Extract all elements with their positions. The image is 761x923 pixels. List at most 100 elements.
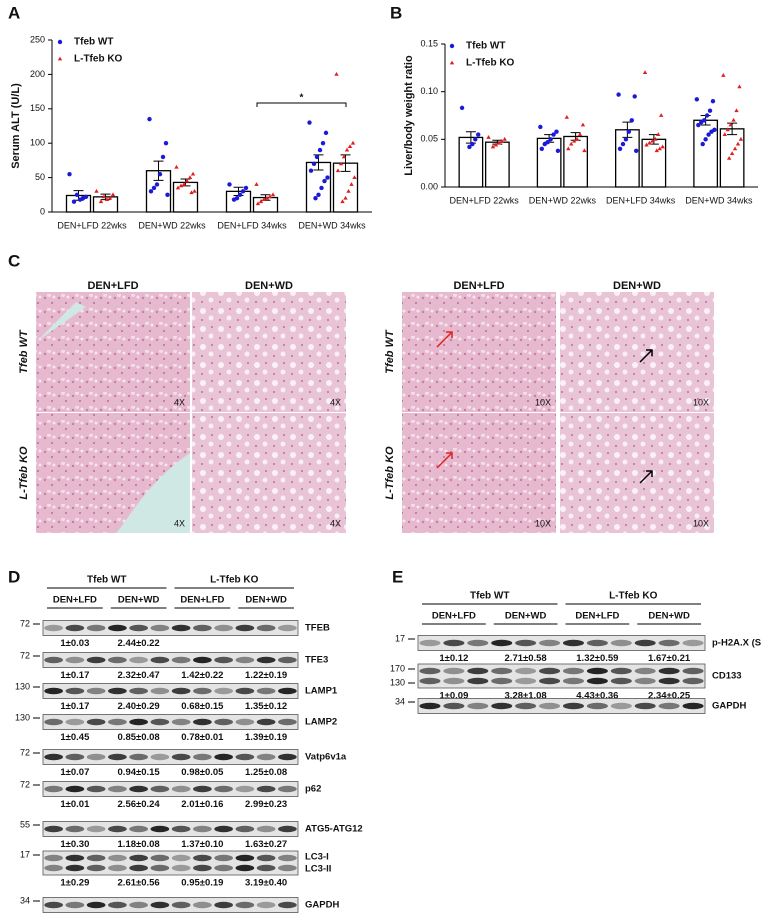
band <box>256 785 276 793</box>
band <box>419 677 441 685</box>
data-point <box>107 195 113 200</box>
band <box>443 702 465 710</box>
y-tick-label: 100 <box>30 138 45 148</box>
band <box>129 656 148 664</box>
blot-strip <box>42 714 299 730</box>
data-point <box>181 182 187 186</box>
data-point <box>700 141 705 147</box>
blot-strip <box>417 698 706 714</box>
band <box>539 639 561 647</box>
band <box>171 687 191 695</box>
data-point <box>341 154 347 159</box>
band <box>108 656 127 664</box>
magnification: 4X <box>330 518 341 528</box>
data-point <box>660 144 665 149</box>
column-label: DEN+WD <box>613 280 661 292</box>
band <box>634 667 656 675</box>
bar <box>172 181 199 213</box>
band <box>108 785 127 793</box>
group-label: Tfeb WT <box>470 591 509 602</box>
quantification: 2.71±0.58 <box>505 653 547 664</box>
protein-label: LAMP2 <box>305 717 337 728</box>
y-axis-label: Serum ALT (U/L) <box>10 83 22 169</box>
data-point <box>473 137 478 142</box>
data-point <box>707 108 713 113</box>
data-point <box>190 171 196 176</box>
row-label: L-Tfeb KO <box>384 446 396 500</box>
data-point <box>539 146 545 152</box>
y-tick-label: 0.00 <box>420 181 438 191</box>
data-point <box>623 137 629 142</box>
data-point <box>574 136 580 141</box>
quantification: 0.98±0.05 <box>181 767 224 778</box>
quantification: 0.94±0.15 <box>118 767 161 778</box>
error-bar <box>153 160 164 181</box>
blot-strip <box>42 850 299 876</box>
data-point <box>710 99 716 104</box>
data-point <box>323 130 329 136</box>
data-point <box>737 84 742 89</box>
quantification: 1.25±0.08 <box>245 767 287 778</box>
bar <box>484 141 510 188</box>
data-point <box>564 115 570 119</box>
band <box>443 667 465 675</box>
quantification: 0.85±0.08 <box>118 732 160 743</box>
band <box>610 667 632 675</box>
data-point <box>314 154 320 160</box>
protein-label: GAPDH <box>712 701 746 712</box>
band <box>610 639 632 647</box>
band <box>193 753 212 761</box>
mw-marker: 72 <box>20 779 30 789</box>
condition-label: DEN+LFD <box>180 595 224 606</box>
quantification: 1±0.45 <box>60 732 90 743</box>
y-tick-label: 50 <box>35 172 45 182</box>
data-point <box>308 168 314 173</box>
data-point <box>566 146 571 151</box>
band <box>65 687 85 695</box>
band <box>65 753 85 761</box>
arrow <box>436 331 453 348</box>
quantification: 3.19±0.40 <box>245 878 287 889</box>
data-point <box>633 148 639 153</box>
condition-label: DEN+LFD <box>575 611 619 622</box>
data-point <box>632 94 637 99</box>
band <box>658 639 680 647</box>
band <box>193 785 212 793</box>
quantification: 2.44±0.22 <box>118 638 160 649</box>
band <box>443 677 465 685</box>
band <box>214 825 233 833</box>
band <box>150 624 170 632</box>
row-label: L-Tfeb KO <box>18 446 30 500</box>
band <box>86 785 106 793</box>
data-point <box>77 197 83 202</box>
quantification: 1.35±0.12 <box>245 701 287 712</box>
band <box>171 864 191 872</box>
data-point <box>192 188 197 193</box>
data-point <box>656 132 661 136</box>
band <box>108 825 127 833</box>
data-point <box>319 185 324 191</box>
data-point <box>147 116 152 122</box>
data-point <box>320 141 326 146</box>
legend-label: L-Tfeb KO <box>74 54 123 65</box>
quantification: 1.63±0.27 <box>245 839 287 850</box>
band <box>171 901 191 909</box>
band <box>634 677 656 685</box>
band <box>491 677 513 685</box>
data-point <box>307 120 312 125</box>
legend-label: L-Tfeb KO <box>466 58 515 69</box>
band <box>108 687 127 695</box>
data-point <box>98 199 104 204</box>
protein-label: CD133 <box>712 671 742 682</box>
data-point <box>352 175 357 179</box>
data-point <box>551 132 556 137</box>
band <box>610 677 632 685</box>
data-point <box>722 132 727 136</box>
root: A B C D E 0 50 100 150 200 250 Serum ALT (U/L) DEN+L… <box>8 3 761 913</box>
quantification: 2.40±0.29 <box>118 701 160 712</box>
quantification: 1.32±0.59 <box>576 653 618 664</box>
band <box>586 667 608 675</box>
band <box>129 718 148 726</box>
band <box>44 854 63 862</box>
band <box>65 624 85 632</box>
